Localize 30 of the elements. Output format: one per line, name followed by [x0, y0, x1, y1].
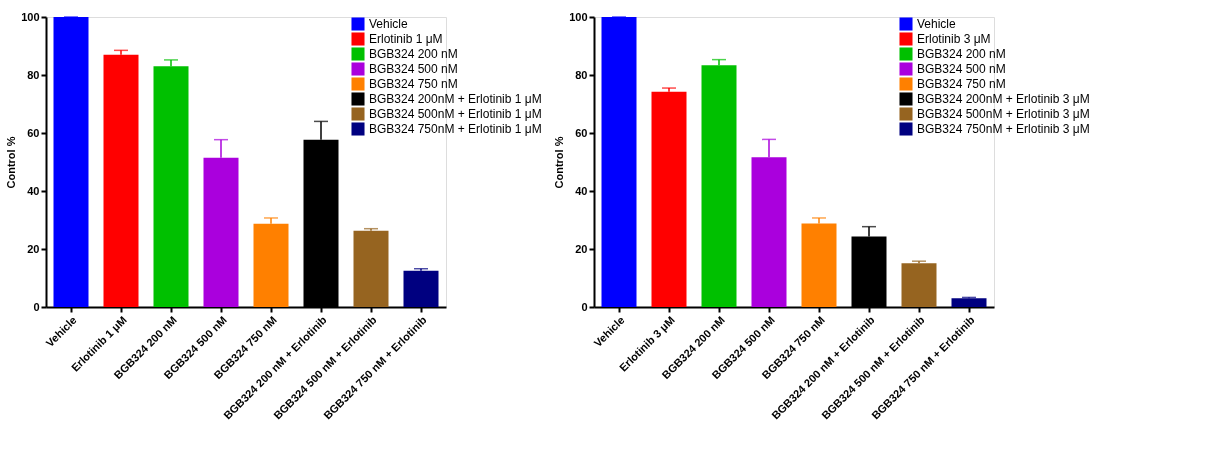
y-tick-label: 80: [575, 68, 588, 81]
legend-label: BGB324 750 nM: [369, 77, 458, 91]
y-tick-label: 20: [575, 242, 588, 255]
legend-label: BGB324 200nM + Erlotinib 1 μM: [369, 92, 542, 106]
y-axis-title: Control %: [5, 136, 18, 189]
legend-label: BGB324 500nM + Erlotinib 1 μM: [369, 107, 542, 121]
legend-label: BGB324 500 nM: [917, 62, 1006, 76]
y-tick-label: 60: [27, 126, 40, 139]
y-tick-label: 0: [33, 300, 40, 313]
legend-label: BGB324 750nM + Erlotinib 1 μM: [369, 122, 542, 136]
legend-label: BGB324 200 nM: [917, 47, 1006, 61]
legend-label: Erlotinib 1 μM: [369, 32, 443, 46]
y-tick-label: 20: [27, 242, 40, 255]
legend-label: BGB324 200nM + Erlotinib 3 μM: [917, 92, 1090, 106]
y-tick-label: 60: [575, 126, 588, 139]
legend-label: BGB324 750 nM: [917, 77, 1006, 91]
y-tick-label: 100: [569, 10, 588, 23]
legend-label: BGB324 500 nM: [369, 62, 458, 76]
y-tick-label: 0: [581, 300, 588, 313]
legend-label: Vehicle: [369, 17, 409, 31]
y-tick-label: 100: [21, 10, 40, 23]
legend-label: Vehicle: [917, 17, 957, 31]
y-tick-label: 40: [575, 184, 588, 197]
legend-label: BGB324 500nM + Erlotinib 3 μM: [917, 107, 1090, 121]
y-tick-label: 40: [27, 184, 40, 197]
y-tick-label: 80: [27, 68, 40, 81]
y-axis-title: Control %: [553, 136, 566, 189]
legend-label: BGB324 750nM + Erlotinib 3 μM: [917, 122, 1090, 136]
legend-label: Erlotinib 3 μM: [917, 32, 991, 46]
legend-label: BGB324 200 nM: [369, 47, 458, 61]
